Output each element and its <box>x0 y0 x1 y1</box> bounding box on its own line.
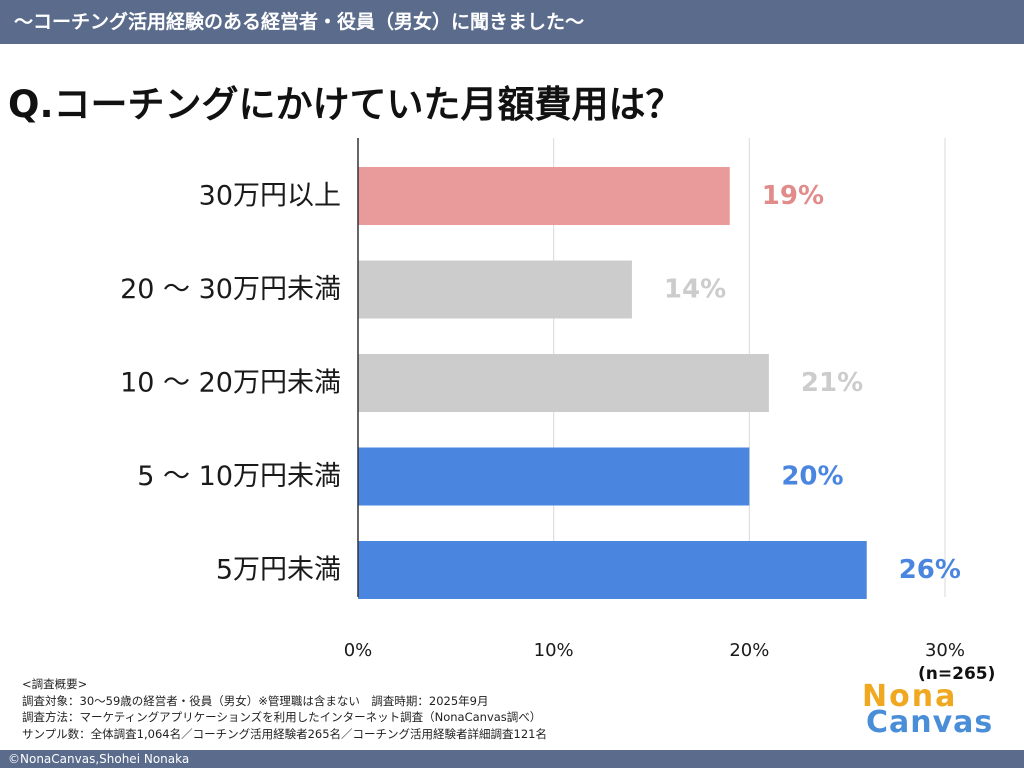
category-label: 5 〜 10万円未満 <box>137 461 341 492</box>
bar <box>358 354 769 412</box>
footer-copyright: ©NonaCanvas,Shohei Nonaka <box>0 750 1024 768</box>
x-tick-label: 0% <box>344 640 373 661</box>
nonacanvas-logo: Nona Canvas <box>862 679 994 740</box>
x-tick-label: 20% <box>729 640 769 661</box>
category-labels: 30万円以上 20 〜 30万円未満 10 〜 20万円未満 5 〜 10万円未満 5万… <box>120 181 341 586</box>
category-label: 30万円以上 <box>199 181 341 212</box>
category-label: 20 〜 30万円未満 <box>120 274 341 305</box>
bar-chart: 30万円以上 20 〜 30万円未満 10 〜 20万円未満 5 〜 10万円未満 5万… <box>120 138 965 661</box>
x-tick-label: 30% <box>925 640 965 661</box>
survey-overview: <調査概要> 調査対象：30〜59歳の経営者・役員（男女）※管理職は含まない 調… <box>22 676 547 742</box>
survey-sample: サンプル数：全体調査1,064名／コーチング活用経験者265名／コーチング活用経… <box>22 726 547 741</box>
value-label: 21% <box>801 368 863 398</box>
value-label: 14% <box>664 275 726 305</box>
category-label: 5万円未満 <box>216 555 341 586</box>
survey-heading: <調査概要> <box>22 677 88 691</box>
question-title: Q.コーチングにかけていた月額費用は？ <box>8 83 683 126</box>
value-label: 26% <box>899 555 961 585</box>
x-tick-label: 10% <box>534 640 574 661</box>
value-label: 20% <box>781 462 843 492</box>
x-axis-ticks: 0% 10% 20% 30% <box>344 640 965 661</box>
bar <box>358 167 730 225</box>
bars <box>358 167 867 599</box>
survey-method: 調査方法：マーケティングアプリケーションズを利用したインターネット調査（Nona… <box>22 710 542 724</box>
top-banner: 〜コーチング活用経験のある経営者・役員（男女）に聞きました〜 <box>0 0 1024 44</box>
sample-size: (n=265) <box>918 664 996 684</box>
value-label: 19% <box>762 181 824 211</box>
category-label: 10 〜 20万円未満 <box>120 368 341 399</box>
bar <box>358 541 867 599</box>
bar <box>358 447 750 506</box>
logo-line-2: Canvas <box>866 705 994 740</box>
logo-line-1: Nona <box>862 679 958 714</box>
bar <box>358 260 632 319</box>
survey-target: 調査対象：30〜59歳の経営者・役員（男女）※管理職は含まない 調査時期：202… <box>22 693 489 708</box>
value-labels: 19% 14% 21% 20% 26% <box>664 181 961 585</box>
